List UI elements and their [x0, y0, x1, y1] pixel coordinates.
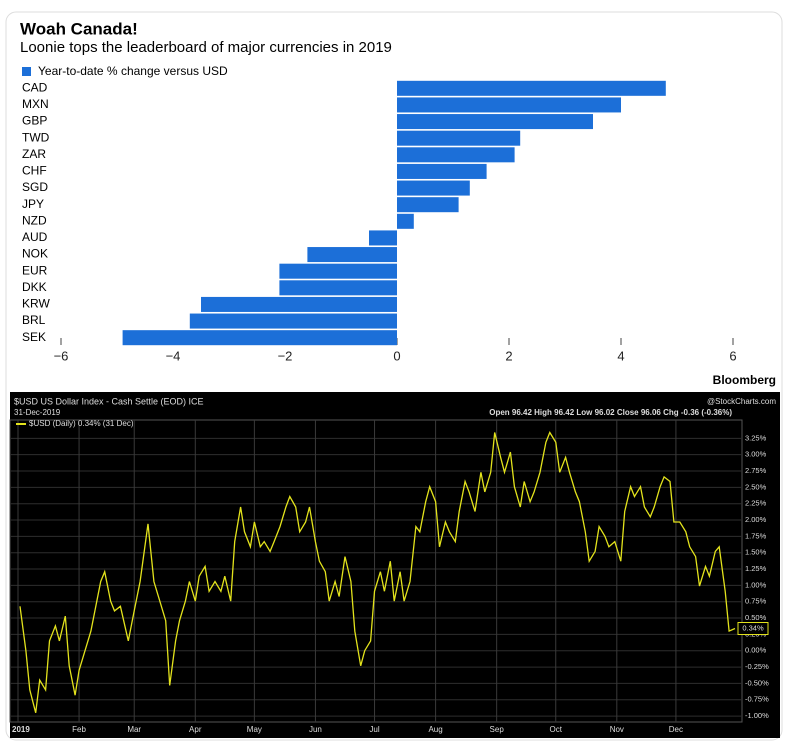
- y-tick-label: 2.25%: [745, 499, 767, 508]
- category-label: ZAR: [22, 147, 46, 161]
- bar-chart: Woah Canada! Loonie tops the leaderboard…: [20, 19, 776, 387]
- chart-background: [10, 392, 780, 738]
- last-value-box: [737, 622, 769, 636]
- y-tick-label: 3.00%: [745, 450, 767, 459]
- source: Bloomberg: [713, 373, 776, 387]
- bar: [279, 263, 397, 279]
- line-chart: $USD US Dollar Index - Cash Settle (EOD)…: [9, 392, 780, 738]
- x-tick-label: Oct: [550, 725, 563, 734]
- y-tick-label: 0.50%: [745, 613, 767, 622]
- bar: [369, 230, 397, 246]
- category-label: CHF: [22, 164, 47, 178]
- legend-label: $USD (Daily) 0.34% (31 Dec): [29, 419, 134, 428]
- bar: [397, 213, 414, 229]
- y-tick-label: -0.75%: [745, 695, 769, 704]
- y-tick-label: -0.25%: [745, 662, 769, 671]
- x-tick-label: 4: [617, 348, 624, 363]
- category-label: TWD: [22, 130, 50, 144]
- line-series: [19, 431, 736, 713]
- y-tick-label: 1.00%: [745, 580, 767, 589]
- y-tick-label: 1.25%: [745, 564, 767, 573]
- x-tick-label: −6: [54, 348, 69, 363]
- x-tick-label: Jul: [369, 725, 379, 734]
- bar: [397, 114, 593, 130]
- y-tick-label: -0.50%: [745, 678, 769, 687]
- x-tick-label: Jun: [309, 725, 322, 734]
- x-tick-label: May: [247, 725, 262, 734]
- category-label: NOK: [22, 247, 48, 261]
- category-label: MXN: [22, 97, 49, 111]
- chart-title: Woah Canada!: [20, 19, 138, 38]
- legend-label: Year-to-date % change versus USD: [38, 64, 228, 78]
- plot-frame: [9, 419, 743, 723]
- x-tick-label: −2: [278, 348, 293, 363]
- bar: [279, 280, 397, 296]
- bar: [397, 97, 621, 113]
- y-tick-label: 0.00%: [745, 646, 767, 655]
- bar: [201, 296, 397, 312]
- x-tick-label: Dec: [669, 725, 683, 734]
- y-tick-label: 2.50%: [745, 482, 767, 491]
- category-label: NZD: [22, 213, 47, 227]
- last-value-label: 0.34%: [742, 623, 764, 632]
- y-tick-label: 2.75%: [745, 466, 767, 475]
- x-tick-label: Feb: [72, 725, 86, 734]
- bar: [189, 313, 397, 329]
- category-label: BRL: [22, 313, 46, 327]
- category-label: SEK: [22, 330, 46, 344]
- category-label: GBP: [22, 114, 47, 128]
- bar: [397, 130, 521, 146]
- x-tick-label: −4: [166, 348, 181, 363]
- x-tick-label: Aug: [428, 725, 442, 734]
- y-tick-label: 1.50%: [745, 548, 767, 557]
- bar: [307, 247, 397, 263]
- category-label: JPY: [22, 197, 44, 211]
- x-tick-label: 2019: [12, 725, 30, 734]
- bar: [397, 163, 487, 179]
- y-tick-label: 2.00%: [745, 515, 767, 524]
- category-label: EUR: [22, 263, 48, 277]
- bar: [397, 80, 666, 96]
- category-label: AUD: [22, 230, 48, 244]
- chart-subtitle: 31-Dec-2019: [14, 408, 61, 417]
- x-tick-label: 2: [505, 348, 512, 363]
- y-tick-label: 3.25%: [745, 433, 767, 442]
- x-tick-label: Mar: [127, 725, 141, 734]
- x-tick-label: Sep: [490, 725, 505, 734]
- legend-swatch: [22, 67, 31, 76]
- source: @StockCharts.com: [707, 397, 776, 406]
- x-tick-label: Nov: [610, 725, 624, 734]
- bar: [122, 330, 397, 346]
- bar: [397, 197, 459, 213]
- category-label: CAD: [22, 80, 48, 94]
- chart-title: $USD US Dollar Index - Cash Settle (EOD)…: [14, 396, 204, 406]
- quote: Open 96.42 High 96.42 Low 96.02 Close 96…: [489, 408, 732, 417]
- x-tick-label: 0: [393, 348, 400, 363]
- category-label: DKK: [22, 280, 47, 294]
- category-label: SGD: [22, 180, 48, 194]
- category-label: KRW: [22, 297, 50, 311]
- y-tick-label: 1.75%: [745, 531, 767, 540]
- bar: [397, 147, 515, 163]
- y-tick-label: -1.00%: [745, 711, 769, 720]
- x-tick-label: Apr: [189, 725, 202, 734]
- y-tick-label: 0.75%: [745, 597, 767, 606]
- bar: [397, 180, 470, 196]
- x-tick-label: 6: [729, 348, 736, 363]
- chart-subtitle: Loonie tops the leaderboard of major cur…: [20, 39, 392, 56]
